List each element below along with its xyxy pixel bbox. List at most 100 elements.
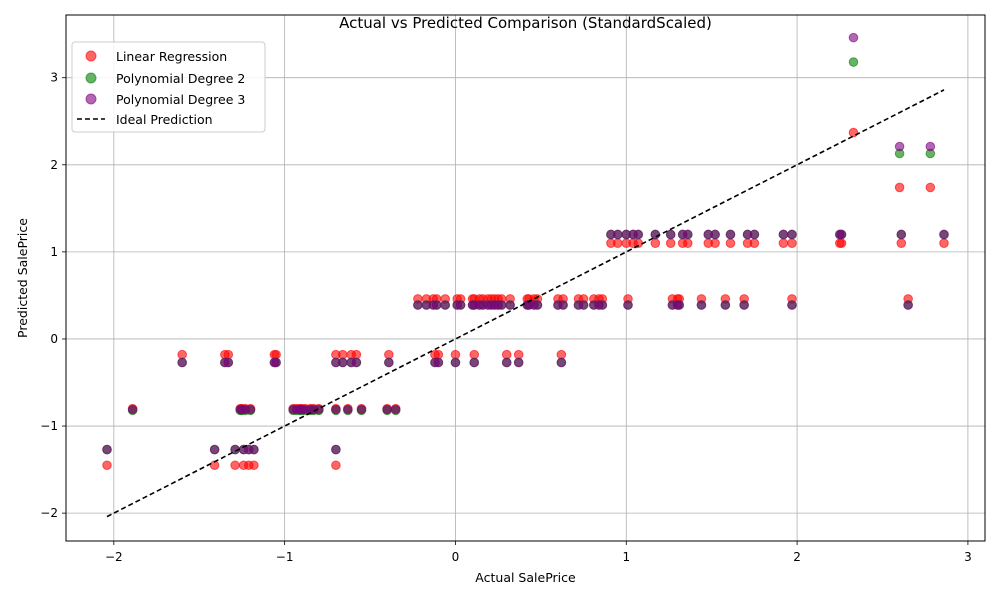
point-linear-regression bbox=[223, 349, 234, 360]
point-polynomial-degree-3 bbox=[431, 300, 442, 310]
point-polynomial-degree-3 bbox=[351, 357, 362, 368]
point-polynomial-degree-3 bbox=[925, 141, 936, 152]
point-polynomial-degree-3 bbox=[469, 357, 480, 368]
point-polynomial-degree-3 bbox=[749, 229, 760, 240]
point-linear-regression bbox=[513, 349, 524, 360]
grid bbox=[66, 15, 985, 541]
point-polynomial-degree-3 bbox=[787, 300, 797, 310]
point-polynomial-degree-3 bbox=[496, 300, 507, 310]
point-linear-regression bbox=[925, 182, 936, 193]
point-polynomial-degree-3 bbox=[209, 444, 220, 455]
legend-marker-linear bbox=[85, 50, 97, 62]
point-polynomial-degree-3 bbox=[903, 300, 913, 310]
point-linear-regression bbox=[894, 182, 905, 193]
point-polynomial-degree-3 bbox=[343, 404, 353, 415]
legend-box bbox=[71, 41, 266, 133]
point-polynomial-degree-3 bbox=[382, 404, 392, 415]
y-tick-label: 2 bbox=[50, 158, 58, 172]
point-linear-regression bbox=[556, 349, 567, 360]
point-linear-regression bbox=[331, 460, 341, 471]
x-tick-label: −2 bbox=[105, 550, 123, 564]
point-polynomial-degree-3 bbox=[836, 229, 847, 240]
point-linear-regression bbox=[749, 238, 760, 248]
point-polynomial-degree-3 bbox=[271, 357, 281, 368]
ideal-line-layer bbox=[106, 89, 945, 518]
point-polynomial-degree-3 bbox=[102, 444, 112, 455]
x-tick-label: −1 bbox=[276, 550, 294, 564]
point-polynomial-degree-3 bbox=[665, 229, 676, 240]
point-polynomial-degree-3 bbox=[440, 300, 451, 310]
point-linear-regression bbox=[384, 349, 394, 360]
legend-label-linear: Linear Regression bbox=[116, 49, 227, 64]
point-polynomial-degree-3 bbox=[623, 300, 633, 310]
point-polynomial-degree-3 bbox=[532, 300, 543, 310]
point-polynomial-degree-3 bbox=[501, 357, 512, 368]
legend-marker-poly2 bbox=[85, 72, 97, 84]
point-linear-regression bbox=[450, 349, 461, 360]
point-polynomial-degree-3 bbox=[245, 404, 256, 415]
point-linear-regression bbox=[682, 238, 693, 248]
point-polynomial-degree-3 bbox=[384, 357, 394, 368]
point-linear-regression bbox=[665, 238, 676, 248]
y-tick-label: 0 bbox=[50, 332, 58, 346]
point-polynomial-degree-3 bbox=[450, 357, 461, 368]
point-linear-regression bbox=[710, 238, 720, 248]
point-linear-regression bbox=[433, 349, 444, 360]
y-tick-label: −1 bbox=[40, 419, 58, 433]
point-linear-regression bbox=[177, 349, 187, 360]
point-linear-regression bbox=[939, 238, 949, 248]
plot-frame bbox=[65, 14, 986, 542]
axis-ticks: −2 −1 0 1 2 3 −2 −1 0 1 2 3 bbox=[40, 71, 971, 564]
point-polynomial-degree-3 bbox=[558, 300, 568, 310]
point-linear-regression bbox=[102, 460, 112, 471]
point-polynomial-degree-2 bbox=[848, 57, 859, 67]
point-linear-regression bbox=[650, 238, 661, 248]
point-linear-regression bbox=[249, 460, 259, 471]
point-polynomial-degree-3 bbox=[578, 300, 589, 310]
point-polynomial-degree-3 bbox=[455, 300, 466, 310]
point-linear-regression bbox=[230, 460, 240, 471]
point-polynomial-degree-3 bbox=[848, 32, 859, 43]
point-polynomial-degree-3 bbox=[356, 404, 367, 415]
point-polynomial-degree-3 bbox=[633, 229, 644, 240]
point-linear-regression bbox=[787, 238, 797, 248]
point-polynomial-degree-3 bbox=[223, 357, 234, 368]
point-linear-regression bbox=[896, 238, 907, 248]
point-polynomial-degree-3 bbox=[597, 300, 608, 310]
point-polynomial-degree-3 bbox=[433, 357, 444, 368]
point-polynomial-degree-3 bbox=[249, 444, 259, 455]
legend-marker-poly3 bbox=[85, 93, 97, 105]
point-linear-regression bbox=[778, 238, 789, 248]
point-linear-regression bbox=[351, 349, 362, 360]
ideal-prediction-line bbox=[106, 89, 945, 518]
point-polynomial-degree-3 bbox=[390, 404, 401, 415]
point-linear-regression bbox=[337, 349, 348, 360]
x-tick-label: 0 bbox=[452, 550, 460, 564]
point-polynomial-degree-3 bbox=[696, 300, 707, 310]
point-polynomial-degree-3 bbox=[413, 300, 423, 310]
legend-label-ideal: Ideal Prediction bbox=[116, 112, 213, 127]
point-polynomial-degree-3 bbox=[720, 300, 731, 310]
point-polynomial-degree-3 bbox=[556, 357, 567, 368]
point-linear-regression bbox=[271, 349, 281, 360]
point-polynomial-degree-3 bbox=[612, 229, 623, 240]
x-axis-label: Actual SalePrice bbox=[475, 570, 576, 585]
point-linear-regression bbox=[836, 238, 847, 248]
x-tick-label: 2 bbox=[793, 550, 801, 564]
point-polynomial-degree-3 bbox=[710, 229, 720, 240]
point-linear-regression bbox=[725, 238, 736, 248]
chart-title: Actual vs Predicted Comparison (Standard… bbox=[339, 14, 712, 32]
point-polynomial-degree-3 bbox=[682, 229, 693, 240]
point-polynomial-degree-3 bbox=[505, 300, 515, 310]
legend: Linear Regression Polynomial Degree 2 Po… bbox=[71, 41, 266, 133]
y-tick-label: 3 bbox=[50, 71, 58, 85]
point-polynomial-degree-3 bbox=[725, 229, 736, 240]
point-linear-regression bbox=[501, 349, 512, 360]
point-linear-regression bbox=[848, 127, 859, 138]
x-tick-label: 1 bbox=[622, 550, 630, 564]
point-polynomial-degree-3 bbox=[739, 300, 749, 310]
point-linear-regression bbox=[612, 238, 623, 248]
point-polynomial-degree-3 bbox=[778, 229, 789, 240]
